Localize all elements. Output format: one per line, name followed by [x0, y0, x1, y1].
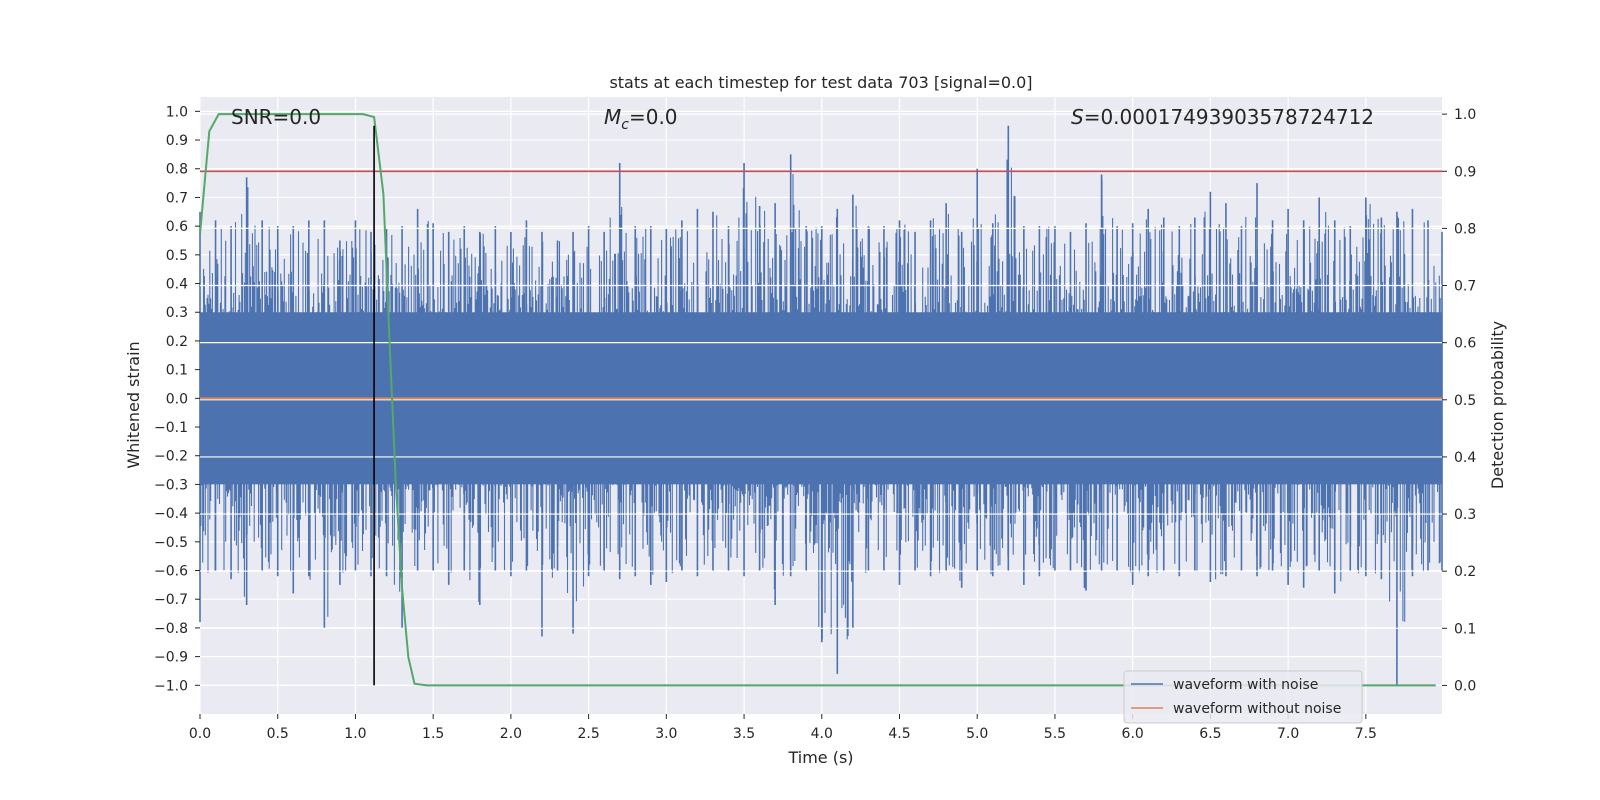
x-axis-label: Time (s)	[787, 748, 853, 767]
y-right-tick-label: 0.1	[1454, 621, 1476, 637]
y-right-tick-label: 0.8	[1454, 221, 1476, 237]
mc-subscript: c	[621, 117, 629, 133]
y-left-axis-ticks: 1.0 0.9 0.8 0.7 0.6 0.5 0.4 0.3 0.2 0.1 0.0 −0.1 −0.…	[154, 104, 200, 694]
y-left-axis-label: Whitened strain	[124, 341, 143, 468]
x-tick-label: 3.0	[655, 726, 677, 742]
y-left-tick-label: −0.3	[154, 477, 188, 493]
y-left-tick-label: −0.8	[154, 621, 188, 637]
x-tick-label: 4.5	[888, 726, 910, 742]
y-right-axis-label: Detection probability	[1488, 321, 1507, 489]
y-left-tick-label: −0.4	[154, 506, 188, 522]
y-left-tick-label: 0.6	[166, 219, 188, 235]
legend: waveform with noise waveform without noi…	[1123, 670, 1363, 724]
y-right-axis-ticks: 1.0 0.9 0.8 0.7 0.6 0.5 0.4 0.3 0.2 0.1 0.0	[1442, 107, 1476, 694]
x-tick-label: 3.5	[733, 726, 755, 742]
y-left-tick-label: 0.8	[166, 162, 188, 178]
x-tick-label: 0.5	[267, 726, 289, 742]
mc-annotation: Mc=0.0	[604, 105, 678, 133]
detection-probability-line	[199, 113, 1436, 687]
mc-value: =0.0	[629, 105, 678, 129]
y-left-tick-label: 1.0	[166, 104, 188, 120]
y-right-tick-label: 0.0	[1454, 678, 1476, 694]
overlay-lines	[199, 113, 1442, 687]
x-tick-label: 1.5	[422, 726, 444, 742]
y-right-tick-label: 0.7	[1454, 279, 1476, 295]
y-left-tick-label: −0.2	[154, 449, 188, 465]
snr-annotation: SNR=0.0	[231, 105, 321, 129]
s-symbol: S	[1071, 105, 1084, 129]
x-tick-label: 5.5	[1044, 726, 1066, 742]
y-left-tick-label: 0.4	[166, 277, 188, 293]
x-axis-ticks: 0.0 0.5 1.0 1.5 2.0 2.5 3.0 3.5 4.0 4.5 5.0 5.5 6.0 6…	[189, 714, 1377, 742]
y-left-tick-label: 0.7	[166, 190, 188, 206]
y-left-tick-label: −0.9	[154, 650, 188, 666]
y-left-tick-label: 0.2	[166, 334, 188, 350]
legend-label-with-noise: waveform with noise	[1173, 677, 1318, 693]
x-tick-label: 7.5	[1355, 726, 1377, 742]
x-tick-label: 7.0	[1277, 726, 1299, 742]
y-left-tick-label: 0.9	[166, 133, 188, 149]
y-right-tick-label: 0.3	[1454, 507, 1476, 523]
s-annotation: S=0.00017493903578724712	[1071, 105, 1374, 129]
y-left-tick-label: −0.6	[154, 564, 188, 580]
x-tick-label: 5.0	[966, 726, 988, 742]
s-value: =0.00017493903578724712	[1084, 105, 1374, 129]
legend-box	[1123, 670, 1363, 724]
y-right-tick-label: 0.6	[1454, 336, 1476, 352]
x-tick-label: 0.0	[189, 726, 211, 742]
y-left-tick-label: 0.3	[166, 305, 188, 321]
y-left-tick-label: −1.0	[154, 678, 188, 694]
y-right-tick-label: 0.9	[1454, 164, 1476, 180]
y-right-tick-label: 0.5	[1454, 393, 1476, 409]
y-left-tick-label: 0.1	[166, 363, 188, 379]
x-tick-label: 6.5	[1199, 726, 1221, 742]
x-tick-label: 6.0	[1122, 726, 1144, 742]
legend-label-without-noise: waveform without noise	[1173, 701, 1341, 717]
mc-symbol: M	[604, 105, 621, 129]
y-left-tick-label: 0.0	[166, 391, 188, 407]
x-tick-label: 4.0	[811, 726, 833, 742]
y-left-tick-label: −0.5	[154, 535, 188, 551]
y-right-tick-label: 0.4	[1454, 450, 1476, 466]
x-tick-label: 2.5	[577, 726, 599, 742]
x-tick-label: 1.0	[344, 726, 366, 742]
y-left-tick-label: −0.1	[154, 420, 188, 436]
y-left-tick-label: −0.7	[154, 592, 188, 608]
y-right-tick-label: 1.0	[1454, 107, 1476, 123]
x-tick-label: 2.0	[500, 726, 522, 742]
y-left-tick-label: 0.5	[166, 248, 188, 264]
y-right-tick-label: 0.2	[1454, 564, 1476, 580]
chart-title: stats at each timestep for test data 703…	[609, 73, 1032, 92]
